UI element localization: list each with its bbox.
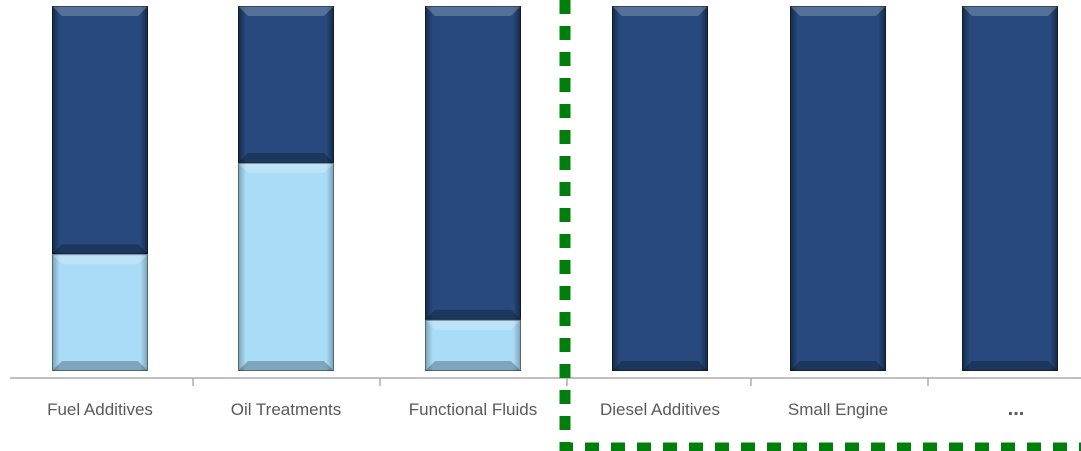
bar-functional-fluids-light-segment	[425, 319, 521, 371]
x-label-4: Diesel Additives	[600, 400, 720, 419]
x-label-5: Small Engine	[788, 400, 888, 419]
bar-functional-fluids-dark-segment	[425, 6, 521, 320]
highlight-box	[559, 0, 1081, 451]
bars-group	[52, 6, 1058, 371]
x-axis-ticks	[192, 378, 929, 386]
highlight-dotted-border	[559, 0, 1081, 451]
bar-oil-treatments-dark-segment	[238, 6, 334, 163]
x-axis-labels: Fuel Additives Oil Treatments Functional F…	[47, 398, 1024, 420]
bar-more-dark-segment	[962, 6, 1058, 371]
x-label-3: Functional Fluids	[409, 400, 538, 419]
x-label-2: Oil Treatments	[231, 400, 342, 419]
bar-fuel-additives-light-segment	[52, 254, 148, 371]
bar-diesel-additives-dark-segment	[612, 6, 708, 371]
bar-fuel-additives-dark-segment	[52, 6, 148, 255]
x-label-6: ...	[1008, 398, 1025, 420]
bar-oil-treatments-light-segment	[238, 162, 334, 371]
bar-small-engine-dark-segment	[790, 6, 886, 371]
x-label-1: Fuel Additives	[47, 400, 153, 419]
